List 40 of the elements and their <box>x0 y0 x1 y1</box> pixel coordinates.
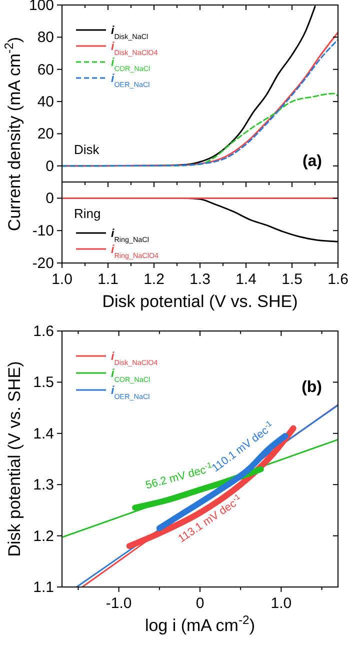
x-tick-label: 0 <box>196 595 204 612</box>
y-tick-label: 20 <box>37 126 54 143</box>
y-tick-label: 1.1 <box>33 579 54 596</box>
legend-label: i$_{Ring_NaCl}$ <box>111 228 150 244</box>
annotation: Ring <box>74 206 101 221</box>
y-tick-label: 1.5 <box>33 374 54 392</box>
x-axis-title: log i (mA cm$^{-2}$) <box>144 613 256 635</box>
y-tick-label: 60 <box>37 61 54 78</box>
x-tick-label: 1.5 <box>282 271 302 288</box>
x-tick-label: 1.0 <box>52 271 72 288</box>
y-tick-label: 1.2 <box>33 528 54 545</box>
legend-label: i$_{Disk_NaClO4}$ <box>111 351 158 366</box>
x-axis-title: Disk potential (V vs. SHE) <box>102 292 298 311</box>
y-tick-label: 1.3 <box>33 476 54 494</box>
legend-label: i$_{Disk_NaCl}$ <box>111 25 149 40</box>
y-tick-label: 80 <box>37 29 54 46</box>
legend-label: i$_{Disk_NaClO4}$ <box>111 41 158 56</box>
x-tick-label: 1.2 <box>144 271 164 288</box>
y-tick-label: 1.6 <box>33 323 54 340</box>
legend-label: i$_{Ring_NaClO4}$ <box>111 244 159 260</box>
x-tick-label: 1.0 <box>270 595 292 612</box>
legend-label: i$_{OER_NaCl}$ <box>111 385 150 400</box>
y-axis-title: Disk potential (V vs. SHE) <box>5 361 24 557</box>
legend-label: i$_{OER_NaCl}$ <box>111 73 150 88</box>
x-tick-label: 1.4 <box>236 271 256 288</box>
y-tick-label: 0 <box>46 190 54 208</box>
y-tick-label: -10 <box>32 222 54 240</box>
x-tick-label: 1.3 <box>190 271 210 288</box>
y-tick-label: 40 <box>37 94 54 111</box>
y-tick-label: 0 <box>46 158 54 175</box>
legend-label: i$_{COR_NaCl}$ <box>111 57 151 72</box>
x-tick-label: 1.6 <box>328 271 348 288</box>
annotation: (b) <box>302 379 322 396</box>
x-tick-label: -1.0 <box>106 595 132 612</box>
annotation: (a) <box>302 153 322 170</box>
x-tick-label: 1.1 <box>98 271 118 288</box>
y-tick-label: -20 <box>32 255 54 272</box>
annotation: Disk <box>74 142 100 157</box>
y-tick-label: 1.4 <box>33 425 54 442</box>
legend-label: i$_{COR_NaCl}$ <box>111 368 151 384</box>
